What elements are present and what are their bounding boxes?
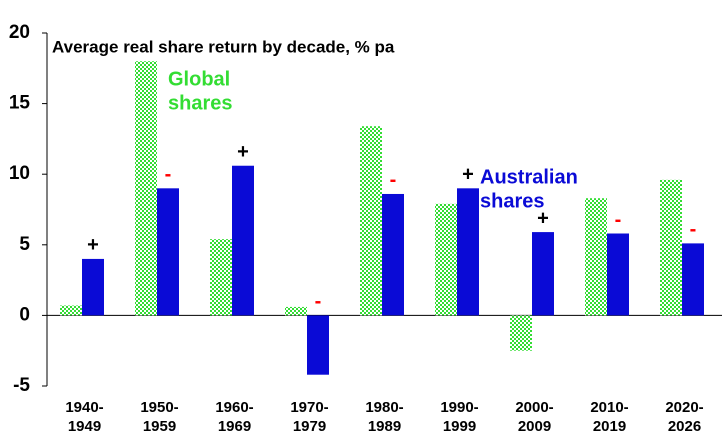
sign-annotation: -: [315, 291, 322, 313]
x-tick-label: 2020-: [665, 399, 703, 416]
x-tick-label: 1960-: [215, 399, 253, 416]
sign-annotation: +: [537, 207, 549, 229]
y-tick-label: 15: [9, 93, 31, 114]
bar: [585, 198, 607, 316]
legend-label: shares: [168, 92, 233, 114]
y-tick-label: -5: [13, 375, 30, 396]
x-tick-label: 1979: [293, 418, 326, 435]
bar: [307, 315, 329, 375]
x-tick-label: 1980-: [365, 399, 403, 416]
bar: [285, 306, 307, 316]
y-tick-label: 5: [19, 234, 30, 255]
x-tick-label: 1970-: [290, 399, 328, 416]
x-tick-label: 2009: [518, 418, 551, 435]
x-tick-label: 2000-: [515, 399, 553, 416]
bar: [82, 258, 104, 316]
sign-annotation: -: [165, 164, 172, 186]
legend-label: Global: [168, 68, 230, 90]
bar: [510, 315, 532, 351]
x-tick-label: 1940-: [65, 399, 103, 416]
x-tick-label: 1969: [218, 418, 251, 435]
bar: [360, 126, 382, 316]
x-tick-label: 1959: [143, 418, 176, 435]
bar: [682, 243, 704, 316]
sign-annotation: +: [237, 141, 249, 163]
bar: [60, 305, 82, 316]
sign-annotation: -: [390, 169, 397, 191]
x-tick-label: 2026: [668, 418, 701, 435]
x-tick-label: 2010-: [590, 399, 628, 416]
bar: [532, 232, 554, 316]
sign-annotation: -: [615, 209, 622, 231]
bar: [435, 203, 457, 316]
x-tick-label: 1950-: [140, 399, 178, 416]
bar: [660, 179, 682, 316]
legend-label: Australian: [480, 166, 578, 188]
bar: [382, 193, 404, 316]
bar: [135, 61, 157, 316]
sign-annotation: +: [87, 234, 99, 256]
y-tick-label: 0: [19, 304, 30, 325]
bar: [457, 188, 479, 316]
legend-label: shares: [480, 190, 545, 212]
x-tick-label: 1989: [368, 418, 401, 435]
x-tick-label: 2019: [593, 418, 626, 435]
x-tick-label: 1990-: [440, 399, 478, 416]
x-tick-label: 1949: [68, 418, 101, 435]
sign-annotation: +: [462, 164, 474, 186]
bar: [607, 233, 629, 316]
y-tick-label: 20: [9, 22, 30, 43]
bar: [210, 239, 232, 316]
sign-annotation: -: [690, 219, 697, 241]
bar: [157, 188, 179, 316]
x-tick-label: 1999: [443, 418, 476, 435]
bar: [232, 165, 254, 316]
chart-title: Average real share return by decade, % p…: [52, 37, 395, 56]
y-tick-label: 10: [9, 163, 30, 184]
